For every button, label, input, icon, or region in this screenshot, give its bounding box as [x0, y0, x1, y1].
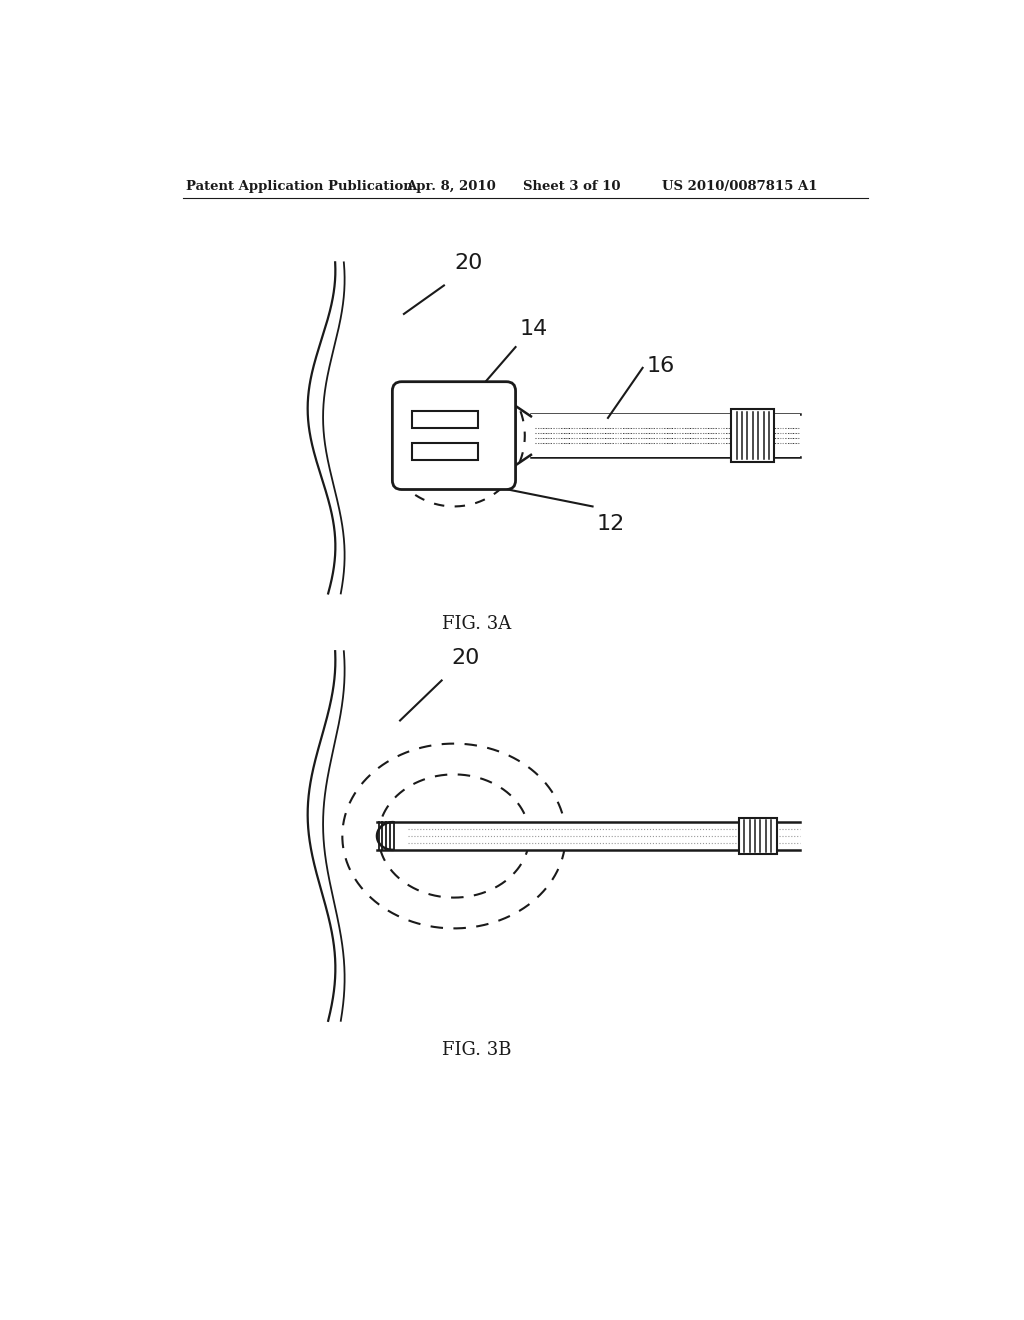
- Text: 12: 12: [596, 515, 625, 535]
- Bar: [739, 817, 777, 854]
- Bar: [413, 411, 478, 428]
- Bar: [413, 411, 478, 428]
- Bar: [377, 822, 801, 850]
- FancyBboxPatch shape: [392, 381, 515, 490]
- Text: Apr. 8, 2010: Apr. 8, 2010: [407, 181, 496, 194]
- Text: Sheet 3 of 10: Sheet 3 of 10: [523, 181, 621, 194]
- Bar: [531, 414, 801, 457]
- Bar: [413, 444, 478, 461]
- Text: 20: 20: [452, 648, 480, 668]
- Text: FIG. 3A: FIG. 3A: [442, 615, 512, 634]
- Text: 14: 14: [519, 319, 548, 339]
- Text: FIG. 3B: FIG. 3B: [442, 1041, 512, 1059]
- Text: US 2010/0087815 A1: US 2010/0087815 A1: [662, 181, 817, 194]
- Text: Patent Application Publication: Patent Application Publication: [186, 181, 413, 194]
- Bar: [731, 409, 773, 462]
- Text: 16: 16: [646, 356, 675, 376]
- Bar: [413, 444, 478, 461]
- Text: 20: 20: [454, 253, 482, 273]
